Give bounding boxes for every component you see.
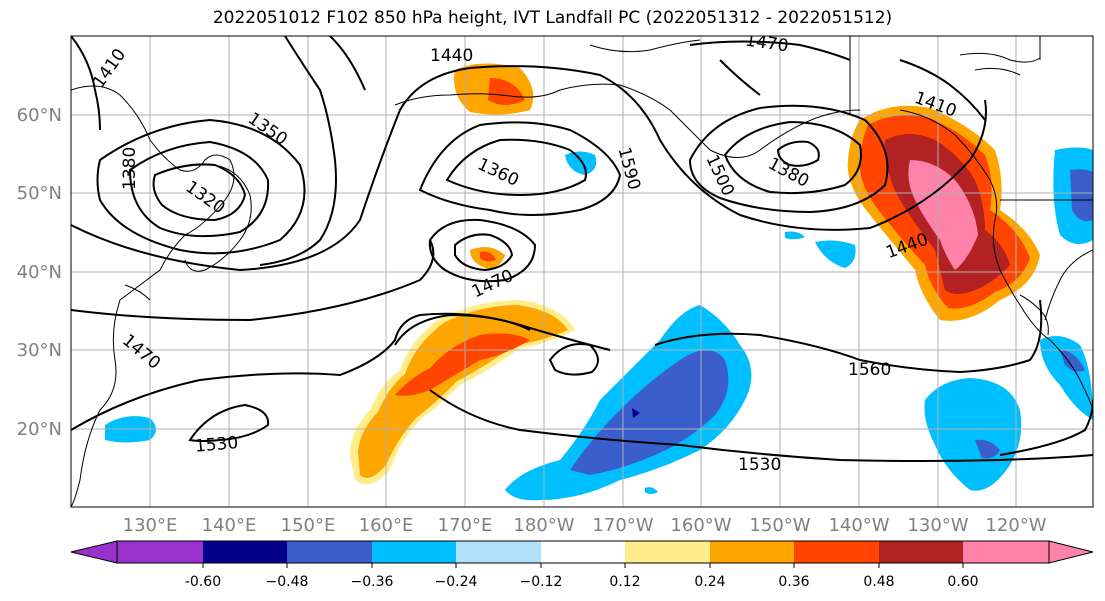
lon-label: 130°W [907, 515, 968, 536]
ivt-negative-area [1040, 336, 1093, 420]
coastlines [71, 36, 1093, 507]
colorbar-ticks [202, 563, 964, 568]
ivt-negative-area [1060, 350, 1085, 372]
lon-label: 160°W [670, 515, 731, 536]
ivt-negative-area [645, 487, 658, 494]
ivt-negative-area [924, 378, 1022, 491]
ivt-negative-area [1070, 169, 1093, 222]
latitude-labels: 60°N 50°N 40°N 30°N 20°N [17, 105, 62, 440]
contour-label: 1560 [848, 360, 891, 380]
colorbar-segment [456, 541, 541, 563]
colorbar-segment [710, 541, 794, 563]
lon-label: 140°E [202, 515, 257, 536]
contour-label: 1530 [194, 433, 239, 457]
colorbar-min-extend [70, 540, 118, 564]
lon-label: 130°E [123, 515, 178, 536]
colorbar-max-extend [1048, 540, 1094, 564]
ivt-negative-area [632, 408, 640, 418]
colorbar-tick-label: 0.12 [609, 574, 640, 590]
colorbar-frame [116, 540, 1050, 564]
colorbar-tick-label: -0.60 [185, 574, 221, 590]
contour-labels: 1410 1440 1470 1350 1380 1320 1360 1590 … [89, 31, 959, 475]
colorbar-segment [879, 541, 963, 563]
colorbar-segment [117, 541, 203, 563]
ivt-positive-area [488, 78, 525, 105]
colorbar-tick-label: 0.60 [947, 574, 978, 590]
height-contours [71, 36, 1093, 462]
colorbar-segment [372, 541, 456, 563]
colorbar: -0.60 −0.48 −0.36 −0.24 −0.12 0.12 0.24 … [70, 540, 1094, 590]
colorbar-tick-label: −0.12 [520, 574, 563, 590]
lat-label: 50°N [17, 183, 62, 204]
colorbar-tick-label: −0.24 [435, 574, 478, 590]
lon-label: 170°E [438, 515, 493, 536]
colorbar-tick-label: 0.36 [778, 574, 809, 590]
lat-label: 60°N [17, 105, 62, 126]
ivt-negative-area [570, 350, 729, 475]
ivt-positive-area [395, 333, 530, 396]
longitude-labels: 130°E 140°E 150°E 160°E 170°E 180°W 170°… [123, 515, 1047, 536]
colorbar-tick-labels: -0.60 −0.48 −0.36 −0.24 −0.12 0.12 0.24 … [185, 574, 979, 590]
ivt-positive-area [908, 160, 978, 270]
contour-label: 1530 [738, 455, 781, 475]
colorbar-segment [203, 541, 287, 563]
colorbar-tick-label: −0.36 [351, 574, 394, 590]
colorbar-segment [963, 541, 1049, 563]
lon-label: 160°E [359, 515, 414, 536]
colorbar-tick-label: 0.24 [694, 574, 725, 590]
ivt-positive-area [480, 251, 496, 262]
ivt-negative-area [815, 240, 856, 268]
map-frame [70, 35, 1094, 508]
map-title: 2022051012 F102 850 hPa height, IVT Land… [212, 8, 893, 28]
contour-label: 1470 [744, 31, 790, 57]
colorbar-tick-label: −0.48 [266, 574, 309, 590]
ivt-negative-area [975, 439, 1000, 459]
gridlines [71, 36, 1093, 507]
ivt-negative-area [565, 151, 597, 175]
lon-label: 180°W [513, 515, 574, 536]
lat-label: 30°N [17, 340, 62, 361]
colorbar-segment [794, 541, 879, 563]
colorbar-tick-label: 0.48 [863, 574, 894, 590]
colorbar-segment [541, 541, 625, 563]
contour-label: 1380 [120, 147, 140, 190]
lon-label: 120°W [985, 515, 1046, 536]
lat-label: 20°N [17, 419, 62, 440]
contour-label: 1440 [430, 46, 473, 66]
colorbar-segment [625, 541, 710, 563]
ivt-shading [105, 63, 1093, 501]
lon-label: 140°W [828, 515, 889, 536]
lon-label: 150°E [281, 515, 336, 536]
lon-label: 170°W [592, 515, 653, 536]
lon-label: 150°W [749, 515, 810, 536]
lat-label: 40°N [17, 262, 62, 283]
ivt-negative-area [785, 231, 805, 240]
colorbar-segment [287, 541, 372, 563]
